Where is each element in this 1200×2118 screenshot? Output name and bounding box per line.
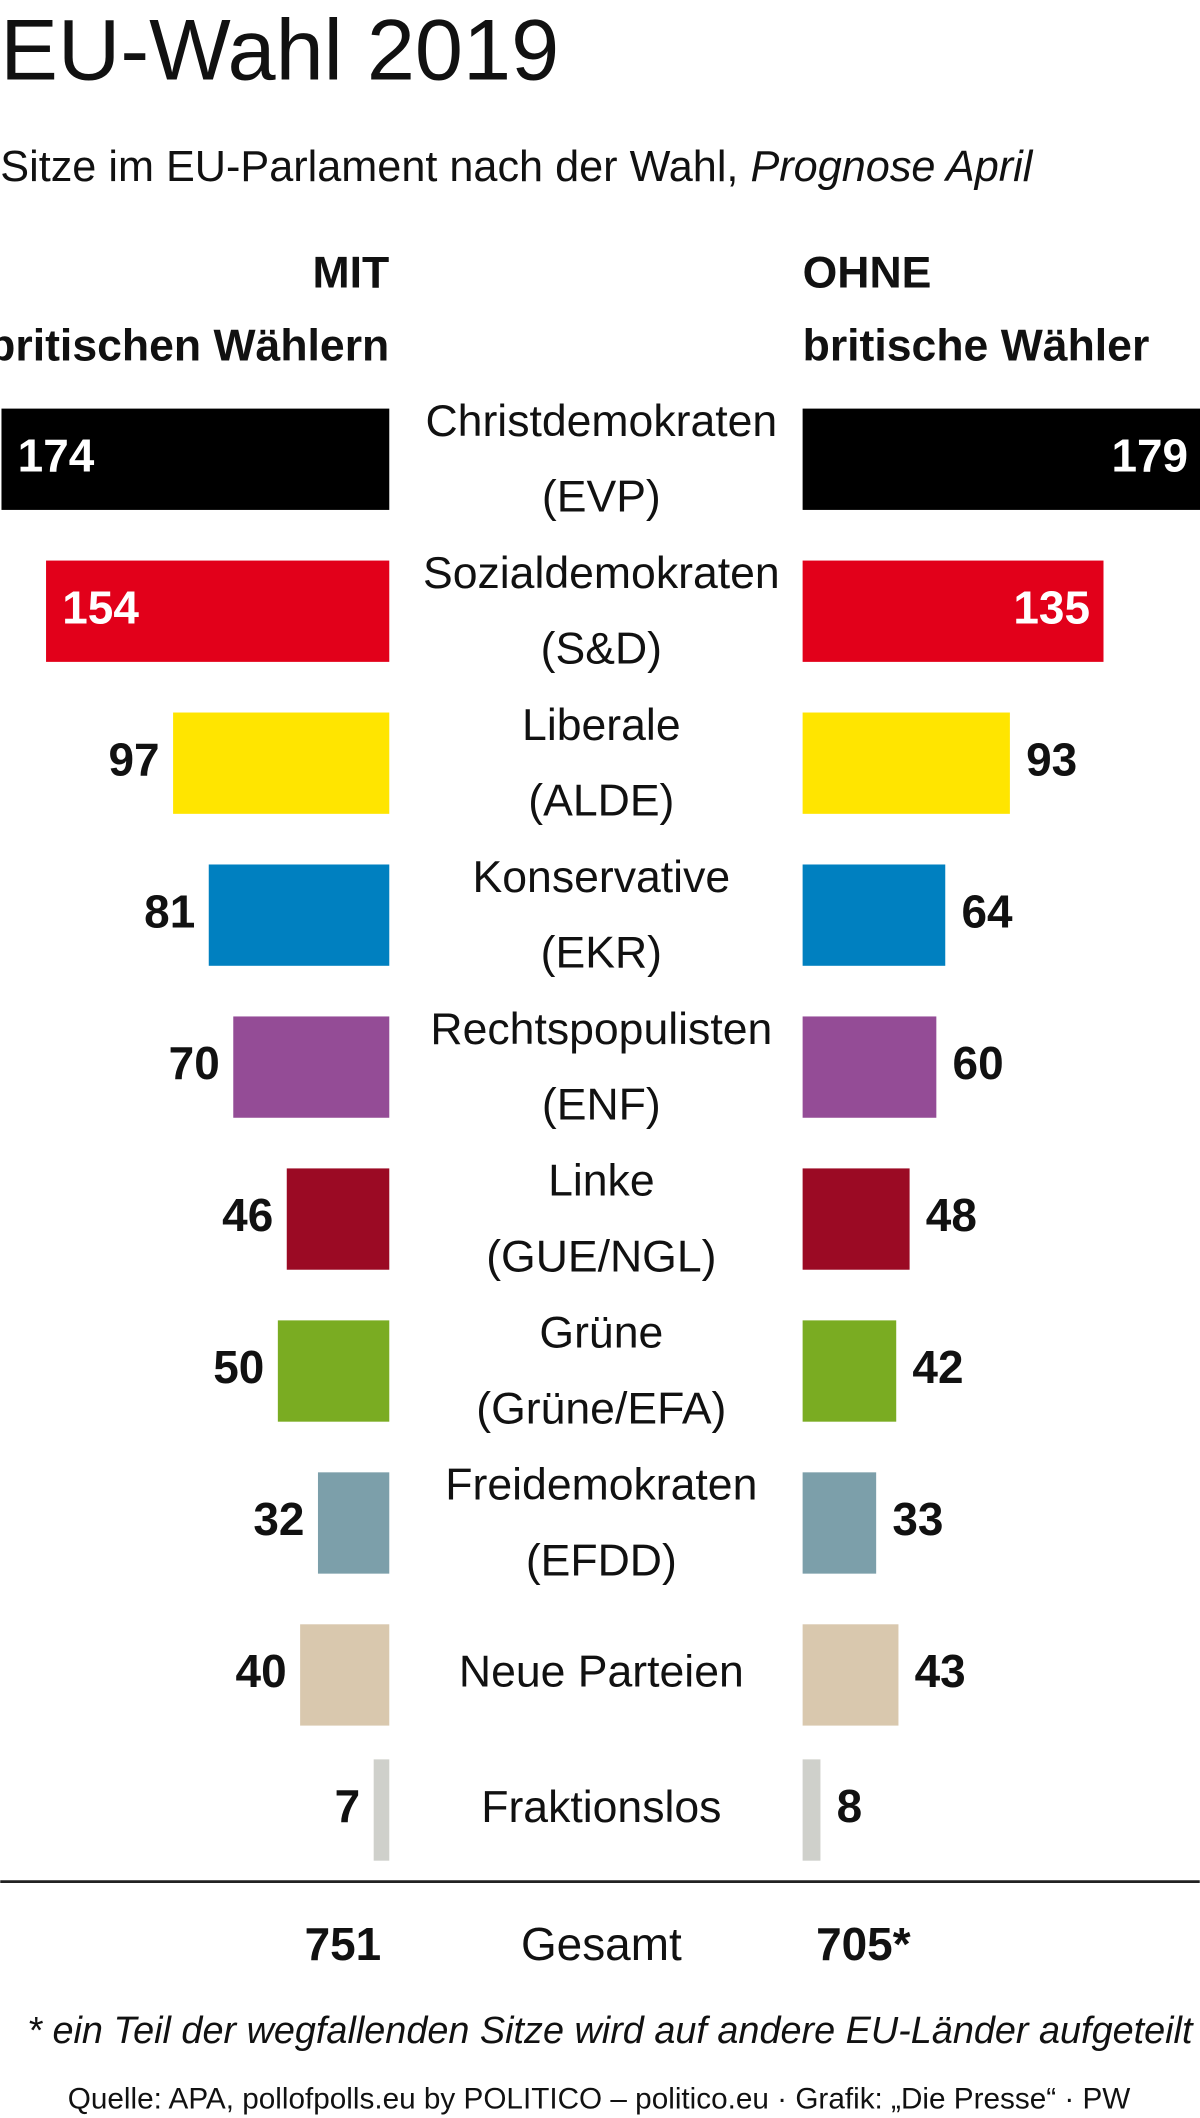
series-header: OHNE <box>803 248 932 297</box>
chart-title: EU-Wahl 2019 <box>0 3 559 99</box>
bar <box>233 1016 390 1118</box>
bar <box>802 712 1010 814</box>
value-label: 50 <box>213 1341 264 1393</box>
category-group: (ENF) <box>542 1080 661 1129</box>
category-label: Liberale <box>522 701 681 750</box>
category-group: (EKR) <box>541 928 662 977</box>
category-label: Christdemokraten <box>425 397 777 446</box>
bar <box>277 1320 390 1422</box>
value-label: 154 <box>62 581 139 633</box>
value-label: 174 <box>18 429 95 481</box>
value-label: 60 <box>953 1037 1004 1089</box>
bar <box>317 1472 390 1574</box>
total-value: 751 <box>305 1918 382 1970</box>
bar <box>286 1168 390 1270</box>
category-group: (Grüne/EFA) <box>476 1384 726 1433</box>
category-label: Freidemokraten <box>445 1461 757 1510</box>
bar <box>802 1168 910 1270</box>
value-label: 33 <box>892 1493 943 1545</box>
value-label: 40 <box>236 1645 287 1697</box>
value-label: 81 <box>144 885 195 937</box>
series-header: MIT <box>313 248 390 297</box>
bar <box>300 1624 390 1726</box>
series-subheader: britische Wähler <box>803 321 1150 370</box>
bar <box>802 1320 897 1422</box>
value-label: 97 <box>109 733 160 785</box>
value-label: 42 <box>912 1341 963 1393</box>
chart-subtitle: Sitze im EU-Parlament nach der Wahl, Pro… <box>0 144 1033 192</box>
value-label: 70 <box>169 1037 220 1089</box>
category-group: (S&D) <box>541 625 662 674</box>
bar <box>373 1759 390 1861</box>
bar <box>802 408 1200 510</box>
category-group: (EFDD) <box>526 1536 677 1585</box>
category-label: Konservative <box>473 853 731 902</box>
category-group: (EVP) <box>542 473 661 522</box>
value-label: 135 <box>1013 581 1090 633</box>
value-label: 64 <box>961 885 1013 937</box>
bar <box>208 864 390 966</box>
bar <box>802 864 946 966</box>
value-label: 93 <box>1026 733 1077 785</box>
category-label: Neue Parteien <box>459 1648 744 1697</box>
subtitle-emphasis: Prognose April <box>750 144 1033 192</box>
total-label: Gesamt <box>521 1918 682 1970</box>
category-label: Sozialdemokraten <box>423 549 780 598</box>
value-label: 48 <box>926 1189 977 1241</box>
bar <box>802 560 1104 662</box>
category-label: Rechtspopulisten <box>430 1005 772 1054</box>
footnote: * ein Teil der wegfallenden Sitze wird a… <box>27 2010 1194 2052</box>
bar <box>1 408 390 510</box>
value-label: 7 <box>335 1780 361 1832</box>
value-label: 179 <box>1111 429 1188 481</box>
value-label: 32 <box>253 1493 304 1545</box>
bar <box>802 1472 877 1574</box>
category-label: Grüne <box>539 1309 663 1358</box>
category-group: (GUE/NGL) <box>486 1232 716 1281</box>
series-subheader: britischen Wählern <box>0 321 389 370</box>
category-label: Linke <box>548 1157 655 1206</box>
category-group: (ALDE) <box>528 776 674 825</box>
category-label: Fraktionslos <box>481 1783 721 1832</box>
value-label: 43 <box>915 1645 966 1697</box>
total-value: 705* <box>816 1918 911 1970</box>
source: Quelle: APA, pollofpolls.eu by POLITICO … <box>68 2082 1131 2115</box>
value-label: 46 <box>222 1189 273 1241</box>
bar <box>46 560 390 662</box>
value-label: 8 <box>837 1780 863 1832</box>
bar <box>802 1624 899 1726</box>
bar <box>802 1759 821 1861</box>
subtitle-text: Sitze im EU-Parlament nach der Wahl, <box>0 144 738 192</box>
bar <box>173 712 390 814</box>
bar <box>802 1016 937 1118</box>
